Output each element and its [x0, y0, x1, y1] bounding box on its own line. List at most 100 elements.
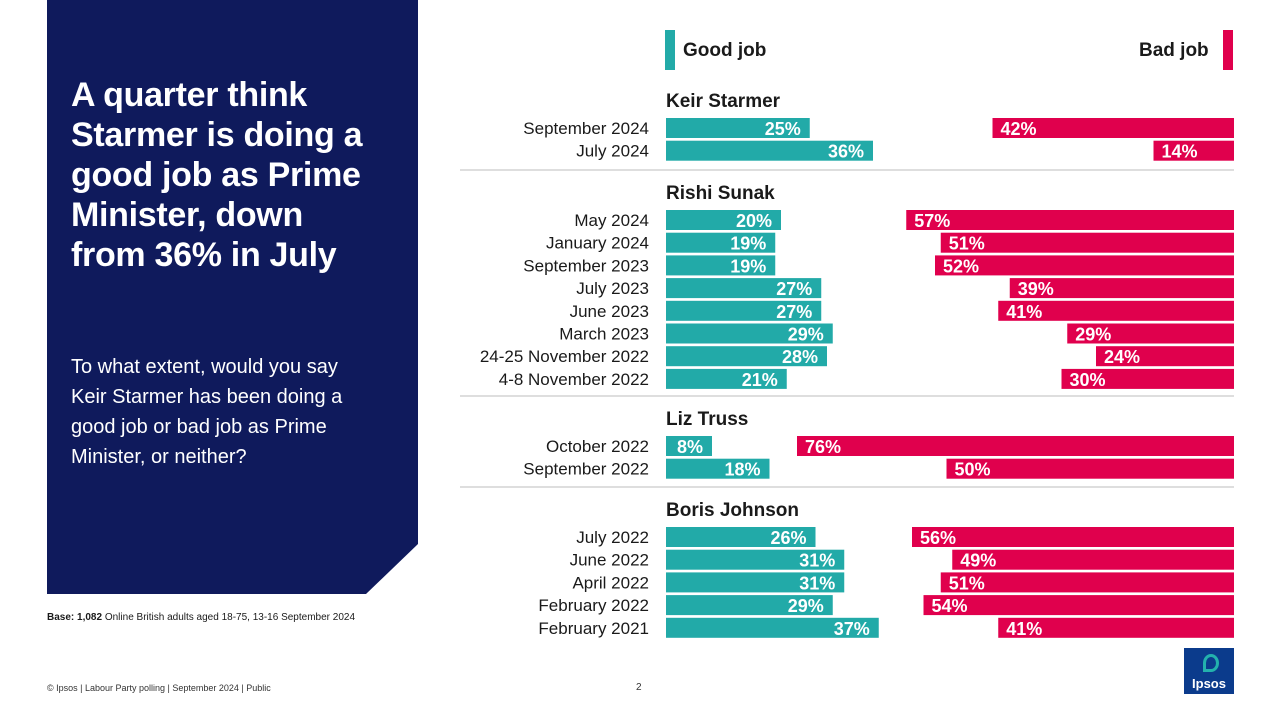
- good-value-label: 21%: [742, 370, 778, 390]
- good-bar: [666, 549, 845, 570]
- bad-bar: [1096, 346, 1234, 367]
- row-label: September 2023: [523, 256, 649, 275]
- good-bar: [666, 572, 845, 593]
- bad-bar: [998, 300, 1234, 321]
- good-value-label: 19%: [730, 256, 766, 276]
- good-bar: [666, 458, 770, 479]
- good-bar: [666, 300, 822, 321]
- good-value-label: 28%: [782, 347, 818, 367]
- bad-value-label: 29%: [1075, 325, 1111, 345]
- row-label: April 2022: [572, 573, 649, 592]
- good-bar: [666, 118, 810, 138]
- good-bar: [666, 368, 787, 389]
- question-text: To what extent, would you say Keir Starm…: [71, 356, 343, 468]
- good-bar: [666, 436, 712, 456]
- row-label: October 2022: [546, 437, 649, 456]
- row-label: June 2022: [570, 551, 649, 570]
- row-label: March 2023: [559, 325, 649, 344]
- base-text: Online British adults aged 18-75, 13-16 …: [104, 612, 356, 623]
- row-label: February 2021: [538, 619, 649, 638]
- row-label: July 2022: [576, 528, 649, 547]
- page-number: 2: [636, 682, 642, 693]
- bad-bar: [946, 458, 1234, 479]
- good-value-label: 29%: [788, 596, 824, 616]
- bad-bar: [952, 549, 1234, 570]
- bad-bar: [935, 255, 1234, 276]
- good-bar: [666, 527, 816, 547]
- bad-value-label: 50%: [955, 460, 991, 480]
- good-value-label: 31%: [799, 573, 835, 593]
- bad-legend-label: Bad job: [1139, 40, 1209, 61]
- bad-bar: [998, 617, 1234, 638]
- row-label: July 2024: [576, 142, 649, 161]
- bad-bar: [1067, 323, 1234, 344]
- good-legend-label: Good job: [683, 40, 767, 61]
- bad-value-label: 52%: [943, 256, 979, 276]
- ipsos-logo: Ipsos: [1184, 648, 1234, 694]
- bad-value-label: 24%: [1104, 347, 1140, 367]
- good-bar: [666, 346, 827, 367]
- group-title: Boris Johnson: [666, 500, 799, 521]
- good-value-label: 27%: [776, 302, 812, 322]
- good-value-label: 29%: [788, 325, 824, 345]
- bad-bar: [912, 527, 1234, 547]
- good-value-label: 31%: [799, 551, 835, 571]
- row-label: June 2023: [570, 302, 649, 321]
- bad-value-label: 41%: [1006, 302, 1042, 322]
- row-label: 4-8 November 2022: [499, 370, 649, 389]
- good-value-label: 20%: [736, 211, 772, 231]
- bad-bar: [1009, 278, 1234, 299]
- headline: A quarter think Starmer is doing a good …: [71, 76, 363, 274]
- good-bar: [666, 255, 776, 276]
- good-value-label: 36%: [828, 142, 864, 162]
- bad-value-label: 54%: [932, 596, 968, 616]
- bad-value-label: 39%: [1018, 279, 1054, 299]
- logo-text: Ipsos: [1192, 676, 1226, 691]
- good-value-label: 25%: [765, 119, 801, 139]
- good-value-label: 37%: [834, 619, 870, 639]
- logo-mark-icon: [1203, 654, 1219, 672]
- row-label: September 2024: [523, 119, 649, 138]
- bad-value-label: 41%: [1006, 619, 1042, 639]
- headline-panel: [47, 0, 418, 594]
- row-label: February 2022: [538, 596, 649, 615]
- bad-bar: [797, 436, 1234, 456]
- base-value: 1,082: [77, 612, 103, 623]
- row-label: July 2023: [576, 279, 649, 298]
- bad-value-label: 49%: [960, 551, 996, 571]
- good-bar: [666, 617, 879, 638]
- good-bar: [666, 232, 776, 253]
- bad-bar: [1061, 368, 1234, 389]
- bad-value-label: 51%: [949, 573, 985, 593]
- good-value-label: 27%: [776, 279, 812, 299]
- group-title: Rishi Sunak: [666, 183, 775, 204]
- base-note: Base: 1,082 Online British adults aged 1…: [47, 612, 355, 623]
- bad-value-label: 56%: [920, 528, 956, 548]
- row-label: 24-25 November 2022: [480, 347, 649, 366]
- good-bar: [666, 323, 833, 344]
- good-value-label: 26%: [770, 528, 806, 548]
- good-value-label: 18%: [724, 460, 760, 480]
- good-bar: [666, 140, 873, 161]
- bad-value-label: 30%: [1070, 370, 1106, 390]
- bad-legend-swatch: [1223, 30, 1233, 70]
- bad-value-label: 14%: [1162, 142, 1198, 162]
- group-title: Liz Truss: [666, 409, 748, 430]
- bad-bar: [940, 232, 1234, 253]
- bad-bar: [923, 595, 1234, 616]
- bad-value-label: 51%: [949, 234, 985, 254]
- good-value-label: 19%: [730, 234, 766, 254]
- good-value-label: 8%: [677, 437, 703, 457]
- bad-bar: [906, 210, 1234, 230]
- good-bar: [666, 210, 781, 230]
- good-bar: [666, 278, 822, 299]
- group-title: Keir Starmer: [666, 91, 781, 112]
- bad-bar: [940, 572, 1234, 593]
- row-label: September 2022: [523, 460, 649, 479]
- bad-bar: [992, 118, 1234, 138]
- bad-value-label: 42%: [1001, 119, 1037, 139]
- row-label: January 2024: [546, 234, 649, 253]
- bad-bar: [1153, 140, 1234, 161]
- bad-value-label: 57%: [914, 211, 950, 231]
